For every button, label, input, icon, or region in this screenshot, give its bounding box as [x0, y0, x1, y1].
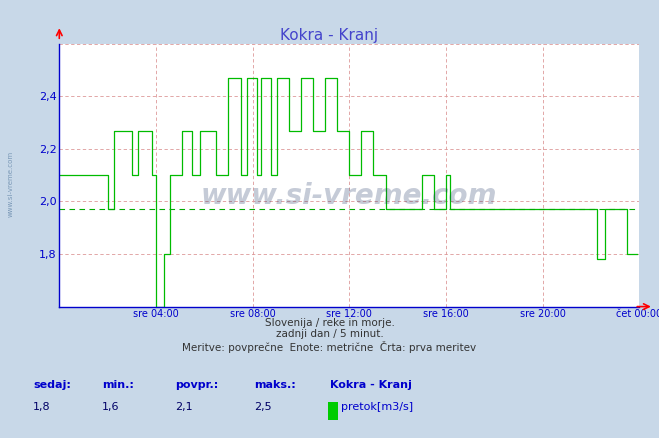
- Text: www.si-vreme.com: www.si-vreme.com: [8, 151, 14, 217]
- Text: Slovenija / reke in morje.: Slovenija / reke in morje.: [264, 318, 395, 328]
- Text: zadnji dan / 5 minut.: zadnji dan / 5 minut.: [275, 329, 384, 339]
- Text: 1,6: 1,6: [102, 402, 120, 412]
- Text: www.si-vreme.com: www.si-vreme.com: [201, 182, 498, 210]
- Text: sedaj:: sedaj:: [33, 380, 71, 390]
- Text: povpr.:: povpr.:: [175, 380, 218, 390]
- Text: 1,8: 1,8: [33, 402, 51, 412]
- Text: pretok[m3/s]: pretok[m3/s]: [341, 402, 413, 412]
- Text: Kokra - Kranj: Kokra - Kranj: [330, 380, 411, 390]
- Text: Kokra - Kranj: Kokra - Kranj: [281, 28, 378, 43]
- Text: 2,5: 2,5: [254, 402, 272, 412]
- Text: Meritve: povprečne  Enote: metrične  Črta: prva meritev: Meritve: povprečne Enote: metrične Črta:…: [183, 341, 476, 353]
- Text: maks.:: maks.:: [254, 380, 295, 390]
- Text: min.:: min.:: [102, 380, 134, 390]
- Text: 2,1: 2,1: [175, 402, 192, 412]
